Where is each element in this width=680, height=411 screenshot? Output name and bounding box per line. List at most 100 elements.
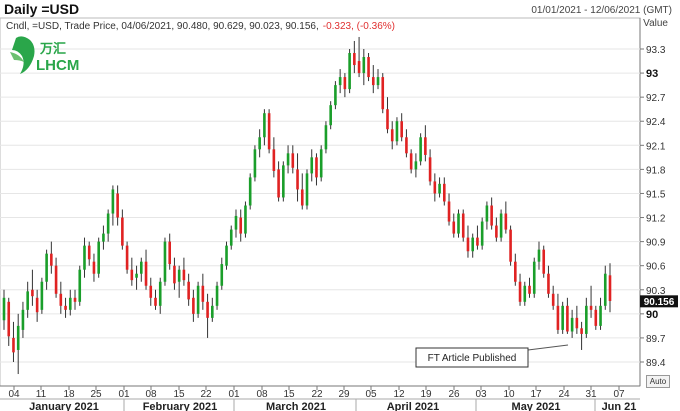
candle (12, 321, 15, 362)
candle-body (31, 289, 34, 297)
candle (277, 161, 280, 202)
candle (338, 69, 342, 94)
candle (182, 257, 186, 286)
candle (414, 153, 418, 178)
candle (31, 269, 34, 306)
candle (495, 217, 498, 242)
x-tick-label: 11 (36, 389, 47, 400)
candle (381, 73, 385, 114)
candle-body (135, 273, 138, 278)
annotation-text: FT Article Published (428, 353, 517, 364)
month-label: March 2021 (266, 401, 326, 411)
candle-body (192, 297, 195, 314)
candle (499, 209, 503, 242)
candle (419, 133, 422, 166)
candle-body (201, 285, 205, 302)
candle (594, 305, 598, 330)
month-label: April 2021 (387, 401, 440, 411)
candle (376, 69, 380, 90)
candle-body (154, 297, 157, 306)
candle-body (608, 275, 612, 302)
x-tick-label: 07 (613, 389, 625, 400)
x-tick-label: 08 (145, 389, 157, 400)
y-tick-label: 92.4 (646, 117, 666, 128)
candle (466, 225, 470, 258)
candle (201, 273, 205, 310)
candle-body (386, 109, 389, 130)
candle (215, 281, 219, 310)
date-range: 01/01/2021 - 12/06/2021 (GMT) (531, 5, 672, 16)
candle-body (87, 245, 91, 260)
last-price-box (640, 295, 678, 308)
candle (405, 129, 408, 158)
x-tick-label: 15 (173, 389, 185, 400)
candle-body (319, 149, 323, 178)
leaf-accent-icon (10, 52, 24, 62)
candle-body (353, 53, 356, 66)
candle-body (253, 149, 257, 178)
candle-body (282, 165, 285, 198)
candle (367, 53, 370, 82)
candle-body (21, 309, 25, 330)
candle (64, 297, 67, 318)
candle (144, 249, 148, 290)
candle-body (111, 189, 115, 214)
candle-body (603, 273, 607, 306)
candle-body (286, 153, 290, 166)
candle-body (121, 217, 124, 246)
candle (234, 209, 238, 238)
candle-body (490, 205, 493, 226)
candle (121, 209, 124, 250)
candle (211, 297, 214, 322)
candle (26, 281, 29, 318)
candle-body (305, 173, 309, 206)
candle-body (144, 261, 148, 286)
auto-scale-button[interactable]: Auto (646, 375, 670, 388)
candle (177, 265, 181, 298)
candle (319, 145, 323, 182)
candle (163, 237, 167, 286)
candle (528, 277, 531, 298)
candle-body (149, 285, 153, 298)
candle (476, 225, 479, 250)
candle-body (7, 301, 11, 337)
candle (447, 193, 451, 226)
candle-body (45, 253, 48, 282)
candle (386, 97, 389, 134)
y-tick-label: 89.7 (646, 334, 666, 345)
candle-body (177, 269, 181, 282)
candle (603, 265, 607, 310)
candle-body (163, 241, 167, 282)
last-price-tag: 90.156 (640, 295, 678, 308)
candle-body (461, 213, 465, 238)
candle (50, 241, 53, 274)
legend: Cndl, =USD, Trade Price, 04/06/2021, 90.… (6, 21, 395, 32)
candle-body (173, 265, 176, 284)
candle (102, 225, 105, 250)
x-tick-label: 04 (8, 389, 20, 400)
candle (442, 177, 446, 206)
candle (135, 265, 138, 290)
candle (291, 145, 295, 174)
candle-body (371, 77, 375, 86)
candle-body (528, 285, 531, 294)
annotation-box (415, 347, 529, 368)
candle (353, 40, 356, 74)
candle-body (338, 77, 342, 86)
candle-body (12, 337, 15, 353)
candle (561, 301, 564, 334)
candle (296, 153, 299, 202)
candle (158, 277, 162, 314)
candle (54, 257, 58, 298)
candle (87, 241, 91, 266)
candle-body (514, 261, 517, 282)
candle-body (329, 105, 332, 126)
candle (40, 277, 44, 314)
candle-body (68, 297, 72, 310)
candle (282, 161, 285, 202)
candle-body (35, 297, 39, 313)
candle (168, 233, 172, 270)
candle-body (83, 245, 86, 270)
legend-change: -0.323, (-0.36%) (323, 21, 395, 32)
x-tick-label: 31 (585, 389, 597, 400)
